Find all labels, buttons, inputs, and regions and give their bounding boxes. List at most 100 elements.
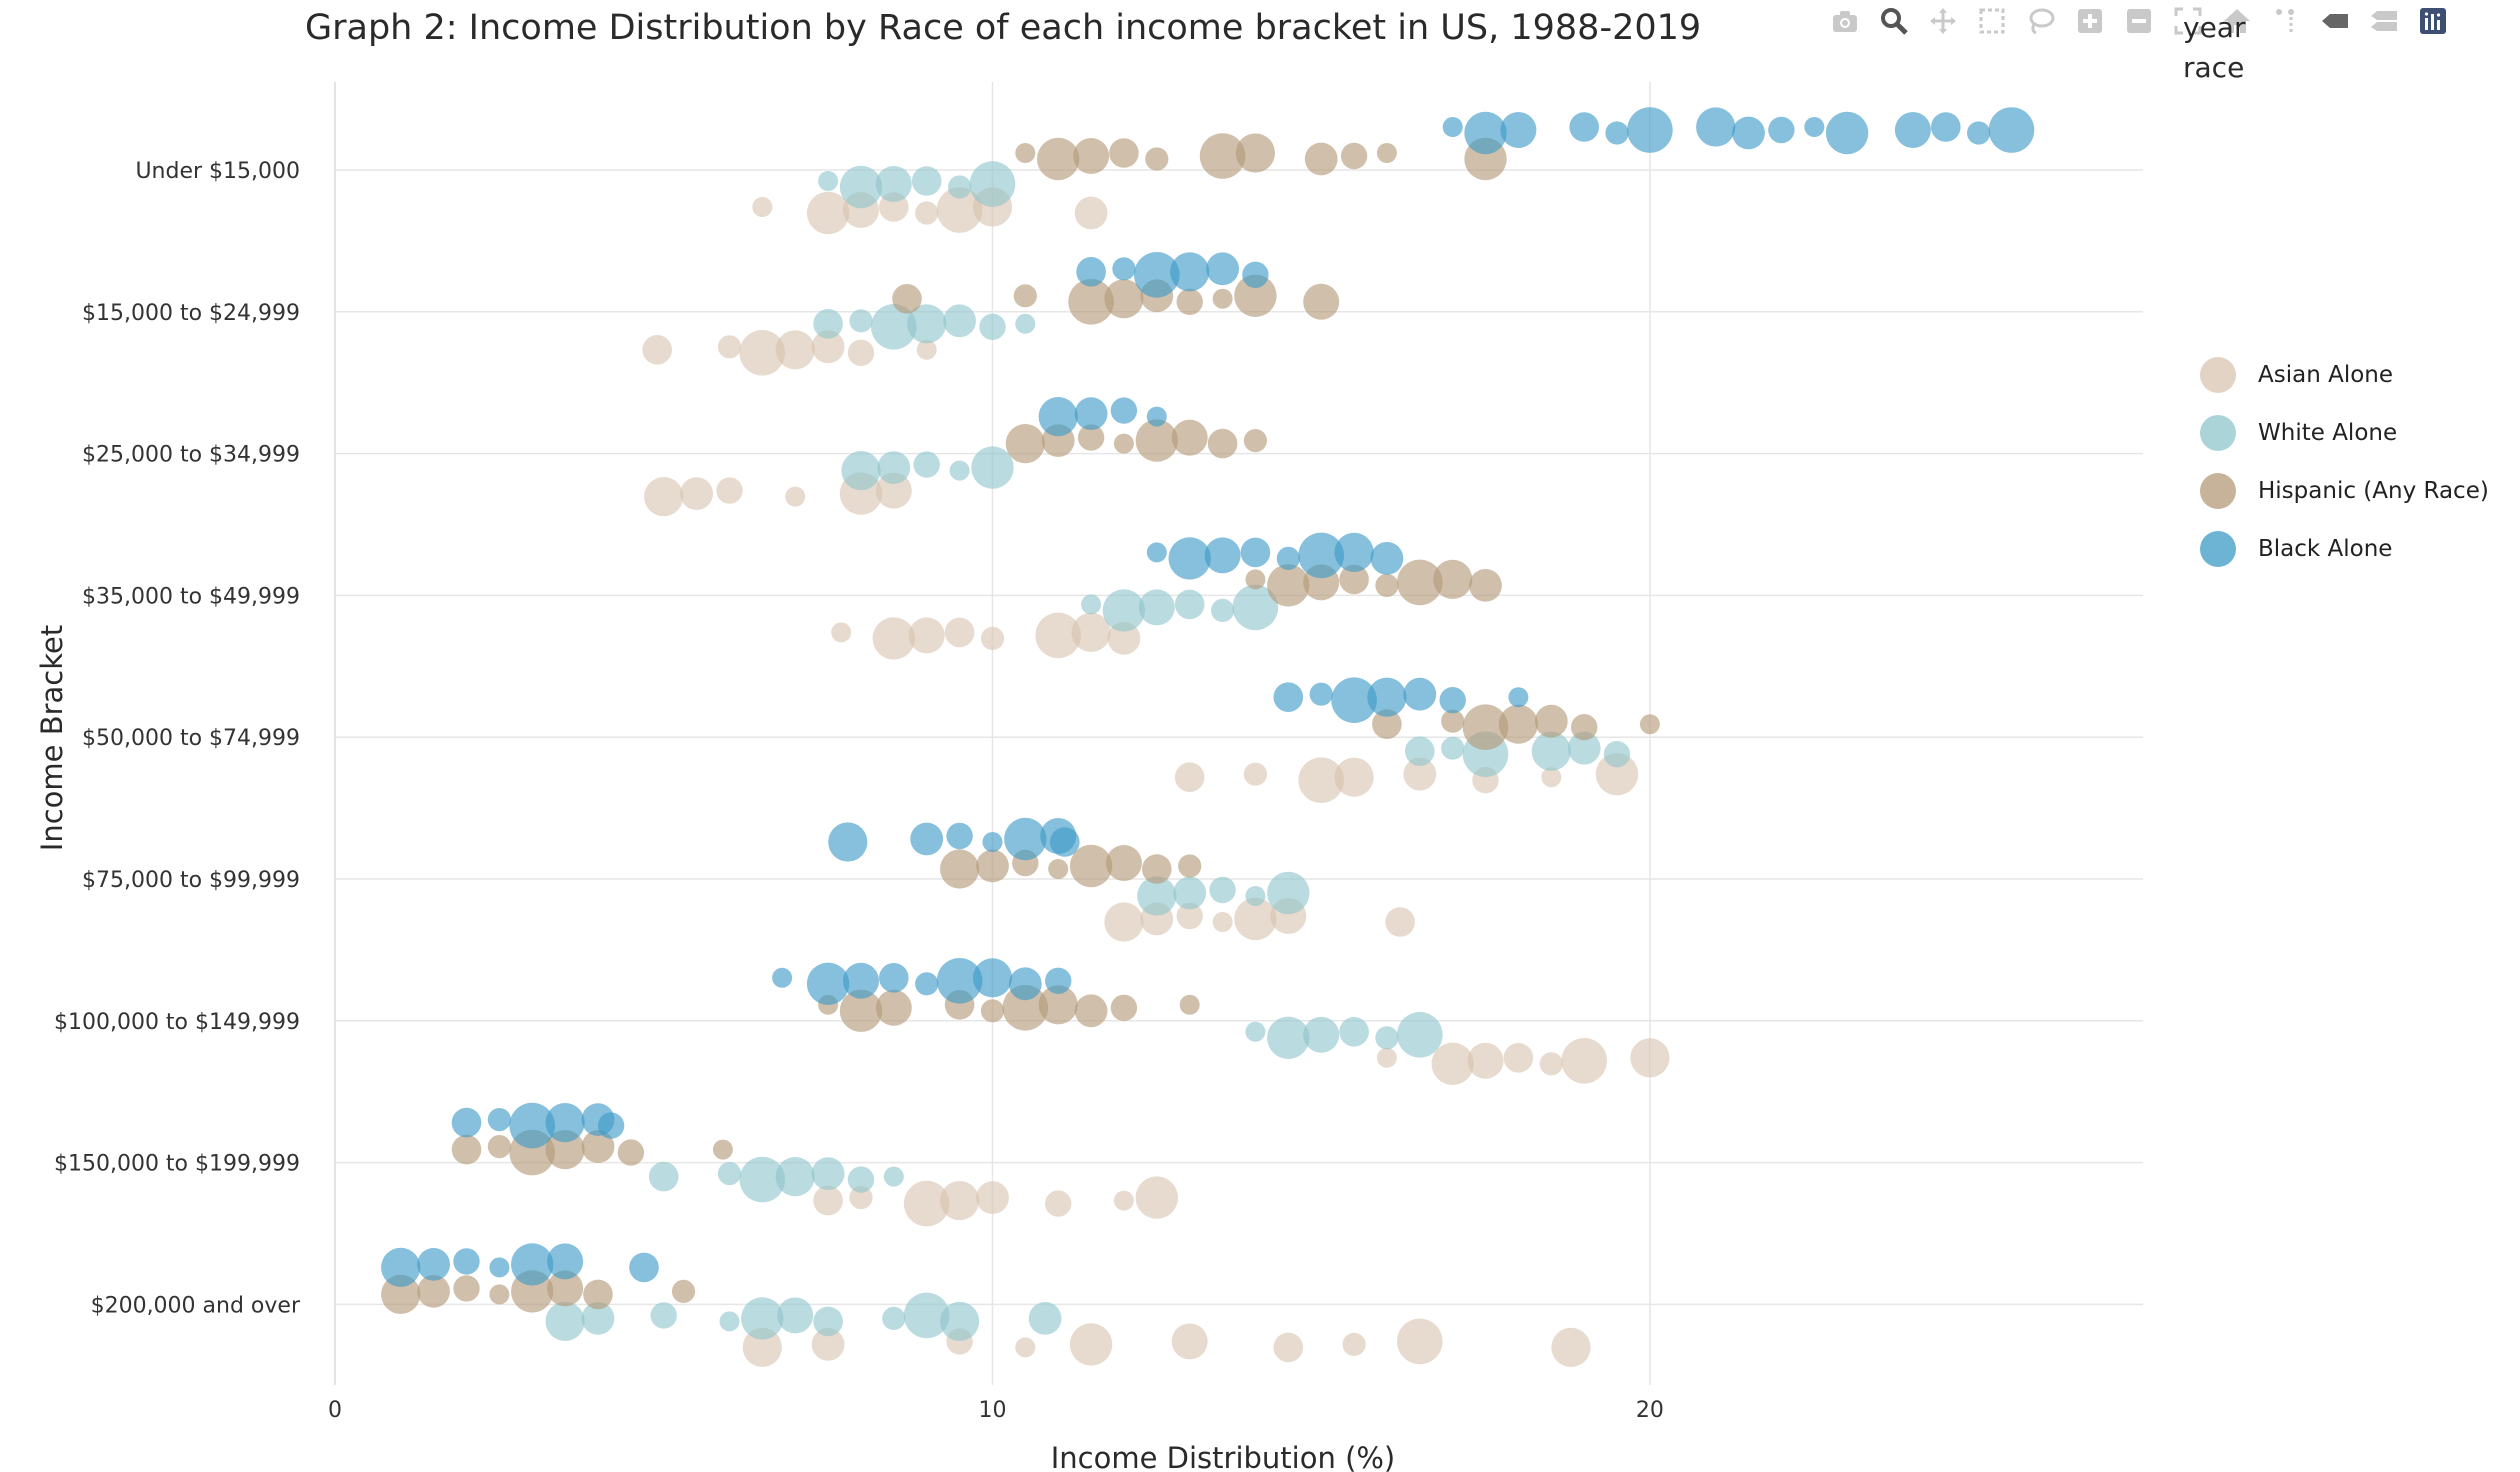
data-point[interactable] (1145, 147, 1169, 171)
data-point[interactable] (1204, 537, 1241, 574)
data-point[interactable] (944, 617, 975, 648)
data-point[interactable] (879, 963, 909, 993)
data-point[interactable] (806, 962, 850, 1005)
data-point[interactable] (1397, 559, 1443, 606)
data-point[interactable] (976, 1181, 1009, 1214)
data-point[interactable] (1376, 1047, 1397, 1068)
data-point[interactable] (717, 1162, 742, 1186)
data-point[interactable] (1569, 112, 1599, 142)
data-point[interactable] (1469, 569, 1502, 602)
data-point[interactable] (1174, 589, 1205, 620)
data-point[interactable] (1104, 902, 1144, 942)
data-point[interactable] (742, 1327, 782, 1367)
data-point[interactable] (417, 1248, 450, 1281)
data-point[interactable] (487, 1108, 511, 1132)
data-point[interactable] (1541, 767, 1562, 788)
autoscale-icon[interactable] (2169, 2, 2207, 40)
data-point[interactable] (775, 1157, 815, 1197)
data-point[interactable] (1174, 762, 1205, 792)
data-point[interactable] (908, 617, 945, 654)
data-point[interactable] (1273, 1332, 1304, 1363)
data-point[interactable] (1004, 817, 1047, 861)
data-point[interactable] (545, 1103, 585, 1143)
data-point[interactable] (1498, 704, 1538, 744)
data-point[interactable] (1768, 116, 1795, 144)
data-point[interactable] (1176, 902, 1203, 930)
data-point[interactable] (1038, 397, 1078, 437)
data-point[interactable] (969, 161, 1016, 207)
data-point[interactable] (892, 284, 922, 314)
data-point[interactable] (487, 1135, 511, 1159)
data-point[interactable] (1397, 1318, 1443, 1365)
data-point[interactable] (1245, 569, 1266, 590)
data-point[interactable] (1639, 714, 1660, 735)
data-point[interactable] (1045, 967, 1072, 994)
data-point[interactable] (1077, 424, 1105, 451)
data-point[interactable] (1500, 112, 1537, 148)
data-point[interactable] (739, 1156, 786, 1203)
data-point[interactable] (1109, 138, 1139, 168)
data-point[interactable] (1142, 854, 1172, 884)
data-point[interactable] (511, 1243, 554, 1286)
data-point[interactable] (877, 451, 911, 484)
data-point[interactable] (1015, 143, 1036, 163)
data-point[interactable] (949, 460, 970, 481)
data-point[interactable] (1069, 1323, 1113, 1366)
data-point[interactable] (1050, 827, 1080, 857)
data-point[interactable] (1076, 257, 1106, 287)
camera-icon[interactable] (1826, 2, 1864, 40)
data-point[interactable] (903, 1180, 950, 1227)
data-point[interactable] (617, 1139, 645, 1166)
data-point[interactable] (1433, 559, 1473, 600)
data-point[interactable] (1071, 612, 1111, 653)
data-point[interactable] (650, 1302, 677, 1329)
data-point[interactable] (936, 958, 983, 1004)
data-point[interactable] (1988, 107, 2035, 153)
data-point[interactable] (1245, 886, 1266, 906)
data-point[interactable] (453, 1275, 480, 1302)
data-point[interactable] (1551, 1327, 1591, 1367)
data-point[interactable] (1211, 598, 1235, 623)
data-point[interactable] (547, 1243, 584, 1280)
data-point[interactable] (545, 1130, 585, 1170)
data-point[interactable] (1243, 429, 1267, 453)
legend-item[interactable]: Hispanic (Any Race) (2200, 462, 2489, 520)
data-point[interactable] (629, 1252, 659, 1283)
data-point[interactable] (1539, 1052, 1563, 1076)
data-point[interactable] (417, 1275, 450, 1308)
data-point[interactable] (1603, 741, 1631, 768)
data-point[interactable] (719, 1311, 740, 1332)
data-point[interactable] (772, 967, 793, 988)
data-point[interactable] (1467, 1042, 1504, 1079)
data-point[interactable] (818, 171, 839, 191)
data-point[interactable] (453, 1248, 480, 1275)
data-point[interactable] (1234, 897, 1277, 941)
legend-item[interactable]: Asian Alone (2200, 346, 2489, 404)
data-point[interactable] (915, 972, 939, 996)
data-point[interactable] (971, 446, 1014, 489)
data-point[interactable] (1605, 121, 1629, 145)
data-point[interactable] (1048, 859, 1069, 879)
data-point[interactable] (946, 822, 973, 850)
data-point[interactable] (1441, 736, 1465, 760)
zoom-out-icon[interactable] (2120, 2, 2158, 40)
data-point[interactable] (1013, 284, 1037, 308)
data-point[interactable] (1303, 1016, 1340, 1053)
data-point[interactable] (1168, 537, 1211, 580)
data-point[interactable] (1267, 1016, 1310, 1059)
data-point[interactable] (1439, 687, 1466, 714)
pan-icon[interactable] (1924, 2, 1962, 40)
data-point[interactable] (1298, 532, 1344, 579)
data-point[interactable] (1146, 406, 1167, 427)
data-point[interactable] (841, 451, 881, 491)
data-point[interactable] (913, 451, 940, 478)
data-point[interactable] (583, 1279, 613, 1310)
data-point[interactable] (948, 175, 972, 199)
data-point[interactable] (1309, 682, 1333, 706)
data-point[interactable] (1245, 1021, 1266, 1042)
data-point[interactable] (1370, 542, 1404, 575)
data-point[interactable] (1503, 1043, 1534, 1073)
data-point[interactable] (1113, 1190, 1134, 1211)
data-point[interactable] (847, 339, 875, 366)
data-point[interactable] (1171, 419, 1208, 456)
